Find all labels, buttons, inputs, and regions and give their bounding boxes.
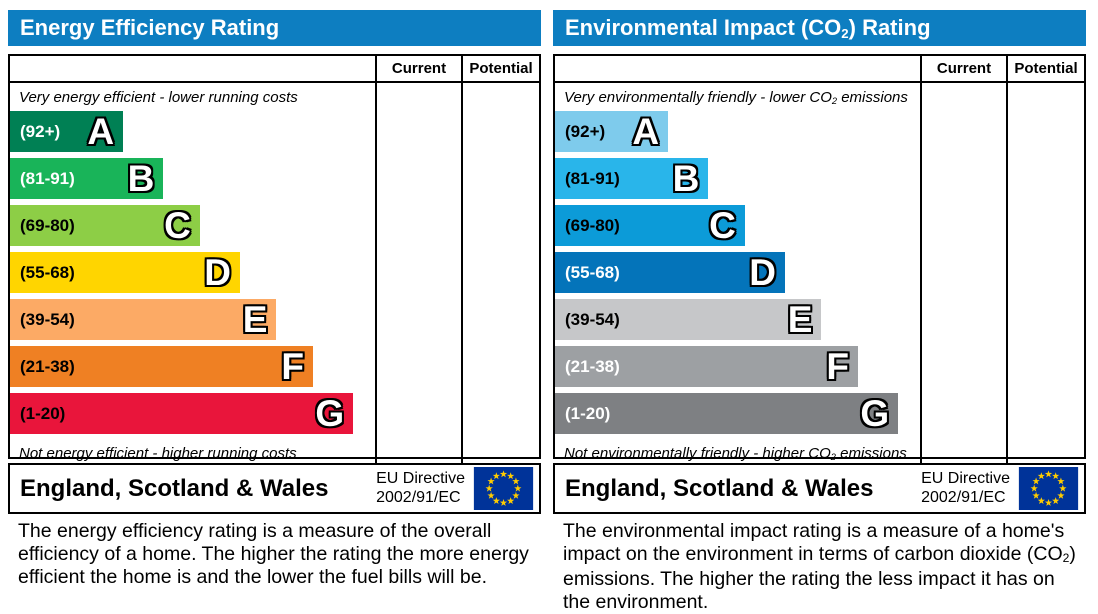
band-area: Very environmentally friendly - lower CO…	[555, 83, 920, 467]
band-range-label: (55-68)	[20, 262, 75, 282]
band-range-label: (92+)	[565, 121, 606, 141]
bottom-caption: Not environmentally friendly - higher CO…	[564, 445, 907, 462]
eu-flag-icon	[1018, 467, 1079, 510]
band-letter: G	[315, 393, 345, 434]
environmental-impact-title: Environmental Impact (CO2) Rating	[553, 10, 1086, 46]
band-letter: A	[632, 111, 660, 152]
eu-flag-icon	[473, 467, 534, 510]
rating-bands: (92+) A (81-91) B (69-80) C (55-68) D (3…	[10, 111, 375, 440]
band-a: (92+) A	[555, 111, 669, 152]
band-b: (81-91) B	[10, 158, 164, 199]
bottom-caption: Not energy efficient - higher running co…	[19, 445, 297, 462]
energy-efficiency-panel: Energy Efficiency Rating Current Potenti…	[8, 0, 541, 613]
band-e: (39-54) E	[10, 299, 277, 340]
band-letter: F	[826, 346, 849, 387]
current-column-header: Current	[920, 56, 1006, 83]
eu-directive-label: EU Directive 2002/91/EC	[376, 470, 465, 506]
title-text: Energy Efficiency Rating	[20, 15, 280, 40]
eu-directive-label: EU Directive 2002/91/EC	[921, 470, 1010, 506]
band-range-label: (81-91)	[565, 168, 620, 188]
top-caption: Very environmentally friendly - lower CO…	[564, 89, 908, 106]
band-f: (21-38) F	[10, 346, 313, 387]
band-f: (21-38) F	[555, 346, 858, 387]
band-d: (55-68) D	[555, 252, 785, 293]
band-letter: G	[860, 393, 890, 434]
region-label: England, Scotland & Wales	[565, 474, 874, 502]
environmental-impact-panel: Environmental Impact (CO2) Rating Curren…	[553, 0, 1086, 613]
band-letter: B	[127, 158, 155, 199]
band-letter: F	[281, 346, 304, 387]
band-letter: B	[672, 158, 700, 199]
band-d: (55-68) D	[10, 252, 240, 293]
region-footer: England, Scotland & Wales EU Directive 2…	[8, 463, 541, 514]
band-c: (69-80) C	[555, 205, 745, 246]
band-e: (39-54) E	[555, 299, 822, 340]
co2-rating-description: The environmental impact rating is a mea…	[563, 520, 1076, 613]
band-range-label: (1-20)	[565, 403, 611, 423]
potential-column-header: Potential	[461, 56, 539, 83]
header-spacer	[10, 56, 375, 83]
band-range-label: (69-80)	[20, 215, 75, 235]
band-range-label: (21-38)	[565, 356, 620, 376]
band-area: Very energy efficient - lower running co…	[10, 83, 375, 467]
band-letter: D	[749, 252, 776, 293]
band-letter: A	[87, 111, 115, 152]
band-range-label: (55-68)	[565, 262, 620, 282]
band-range-label: (39-54)	[565, 309, 620, 329]
header-spacer	[555, 56, 920, 83]
potential-value-cell	[1006, 83, 1084, 467]
band-range-label: (39-54)	[20, 309, 75, 329]
rating-bands: (92+) A (81-91) B (69-80) C (55-68) D (3…	[555, 111, 920, 440]
band-b: (81-91) B	[555, 158, 709, 199]
band-range-label: (21-38)	[20, 356, 75, 376]
band-letter: C	[164, 205, 191, 246]
current-value-cell	[375, 83, 461, 467]
band-range-label: (1-20)	[20, 403, 66, 423]
top-caption: Very energy efficient - lower running co…	[19, 89, 298, 106]
energy-rating-description: The energy efficiency rating is a measur…	[18, 520, 529, 588]
band-letter: E	[787, 299, 813, 340]
band-range-label: (69-80)	[565, 215, 620, 235]
potential-column-header: Potential	[1006, 56, 1084, 83]
current-value-cell	[920, 83, 1006, 467]
region-footer: England, Scotland & Wales EU Directive 2…	[553, 463, 1086, 514]
band-g: (1-20) G	[10, 393, 354, 434]
region-label: England, Scotland & Wales	[20, 474, 329, 502]
band-letter: C	[709, 205, 736, 246]
current-column-header: Current	[375, 56, 461, 83]
band-letter: E	[242, 299, 268, 340]
band-letter: D	[204, 252, 231, 293]
band-g: (1-20) G	[555, 393, 899, 434]
energy-efficiency-title: Energy Efficiency Rating	[8, 10, 541, 46]
band-range-label: (81-91)	[20, 168, 75, 188]
potential-value-cell	[461, 83, 539, 467]
band-a: (92+) A	[10, 111, 124, 152]
energy-rating-table: Current Potential Very energy efficient …	[8, 54, 541, 467]
band-c: (69-80) C	[10, 205, 200, 246]
band-range-label: (92+)	[20, 121, 61, 141]
co2-rating-table: Current Potential Very environmentally f…	[553, 54, 1086, 467]
